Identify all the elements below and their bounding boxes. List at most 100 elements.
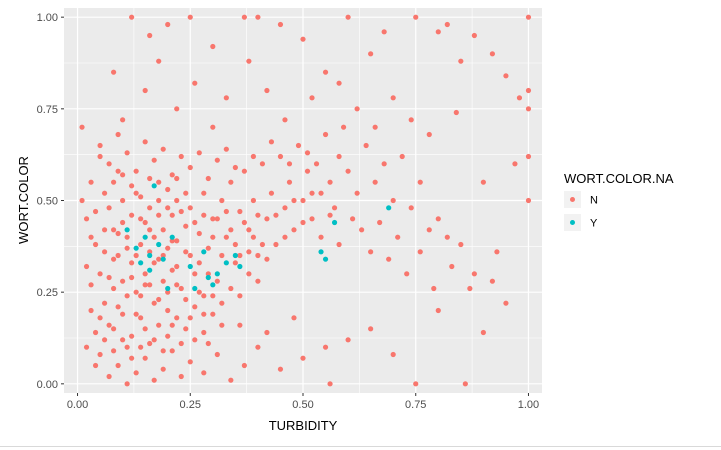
data-point [201,190,207,196]
data-point [237,293,243,299]
data-point [264,216,270,222]
data-point [300,197,306,204]
data-point [124,245,130,251]
data-point [133,311,139,317]
data-point [264,256,270,262]
data-point [111,348,117,354]
data-point [138,293,144,299]
data-point [111,326,117,332]
legend-key-y [570,220,575,225]
data-point [228,227,234,233]
data-point [489,278,495,284]
data-point [147,175,153,182]
data-point [129,274,135,281]
data-point [413,381,419,387]
data-point [205,274,211,281]
data-point [160,366,166,372]
data-point [223,234,229,240]
data-point [480,179,486,185]
y-axis-ticks: 0.00 0.25 0.50 0.75 1.00 [37,12,64,391]
data-point [228,285,234,292]
data-point [120,278,126,284]
data-point [336,241,342,248]
data-point [183,296,189,303]
data-point [381,161,387,167]
data-point [174,315,180,321]
data-point [183,326,189,332]
data-point [178,208,184,215]
data-point [174,263,180,270]
data-point [471,32,477,39]
data-point [345,337,351,343]
data-point [174,175,180,182]
data-point [282,117,288,123]
data-point [345,168,351,174]
data-point [165,285,171,292]
data-point [377,219,383,226]
data-point [165,21,171,28]
data-point [246,227,252,233]
data-point [142,234,148,240]
data-point [106,205,112,211]
data-point [156,322,162,328]
data-point [129,183,135,189]
data-point [83,216,90,222]
data-point [223,146,229,152]
data-point [111,227,117,233]
x-tick-label: 1.00 [518,399,539,411]
data-point [88,282,94,288]
data-point [259,161,266,167]
data-point [156,256,162,262]
data-point [183,249,189,255]
data-point [516,95,523,101]
data-point [268,190,275,196]
data-point [277,21,284,28]
data-point [372,179,378,185]
data-point [156,179,162,185]
x-tick-label: 0.50 [292,399,313,411]
data-point [201,212,207,218]
data-point [165,205,171,211]
data-point [241,168,247,174]
data-point [390,197,396,204]
data-point [250,153,256,160]
data-point [327,381,333,387]
data-point [147,282,153,288]
data-point [138,260,144,266]
data-point [340,124,347,130]
y-tick-label: 0.00 [37,379,58,391]
data-point [295,142,302,149]
data-point [525,197,532,204]
data-point [147,249,153,255]
data-point [156,241,162,248]
data-point [201,249,207,255]
data-point [192,304,198,310]
data-point [115,304,121,310]
data-point [264,87,270,94]
data-point [255,344,261,350]
data-point [165,186,171,193]
data-point [151,377,157,383]
data-point [255,14,261,20]
data-point [169,267,175,273]
data-point [350,216,356,222]
data-point [169,172,175,178]
data-point [165,307,171,314]
data-point [327,212,333,218]
data-point [124,381,130,387]
data-point [156,296,162,303]
data-point [111,179,117,185]
data-point [101,249,108,255]
data-point [97,351,103,358]
data-point [219,197,225,204]
legend-label-y: Y [590,218,598,230]
data-point [390,351,396,358]
data-point [142,139,148,145]
data-point [151,300,157,306]
data-point [169,348,175,354]
data-point [408,117,414,123]
data-point [399,153,405,160]
data-point [205,175,211,182]
data-point [228,179,234,185]
data-point [309,95,315,101]
